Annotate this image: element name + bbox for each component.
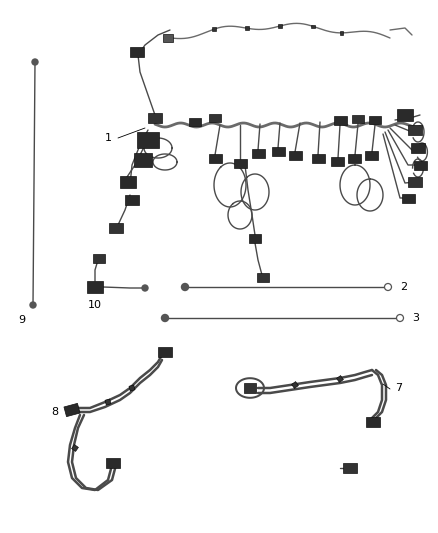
Bar (347, 154, 360, 163)
Bar (106, 458, 120, 468)
Text: 7: 7 (395, 383, 402, 393)
Bar (369, 116, 381, 124)
Bar (413, 160, 427, 169)
Bar (244, 383, 256, 393)
Bar (402, 193, 414, 203)
Bar (331, 157, 343, 166)
Bar (397, 109, 413, 121)
Text: 10: 10 (88, 300, 102, 310)
Text: 1: 1 (105, 133, 112, 143)
Bar (158, 347, 172, 357)
Bar (289, 150, 301, 159)
Bar (366, 417, 380, 427)
Bar (257, 272, 269, 281)
Circle shape (32, 59, 38, 65)
Bar (343, 463, 357, 473)
Bar (249, 233, 261, 243)
Bar (134, 153, 152, 167)
Text: 8: 8 (51, 407, 59, 417)
Bar (311, 154, 325, 163)
Bar (120, 176, 136, 188)
Circle shape (162, 314, 169, 321)
Bar (137, 132, 159, 148)
Bar (64, 403, 80, 417)
Bar (109, 223, 123, 233)
Bar (411, 143, 425, 153)
Bar (189, 118, 201, 126)
Circle shape (30, 302, 36, 308)
Bar (87, 281, 103, 293)
Text: 2: 2 (400, 282, 407, 292)
Circle shape (142, 285, 148, 291)
Bar (364, 150, 378, 159)
Circle shape (396, 314, 403, 321)
Text: 3: 3 (412, 313, 419, 323)
Circle shape (385, 284, 392, 290)
Bar (208, 154, 222, 163)
Text: 9: 9 (18, 315, 25, 325)
Bar (251, 149, 265, 157)
Bar (408, 125, 422, 135)
Bar (93, 254, 105, 262)
Bar (130, 47, 144, 57)
Bar (233, 158, 247, 167)
Bar (408, 177, 422, 187)
Circle shape (181, 284, 188, 290)
Bar (333, 116, 346, 125)
Bar (272, 147, 285, 156)
Bar (352, 115, 364, 123)
Bar (148, 113, 162, 123)
Bar (125, 195, 139, 205)
Bar (209, 114, 221, 122)
Bar (163, 34, 173, 42)
